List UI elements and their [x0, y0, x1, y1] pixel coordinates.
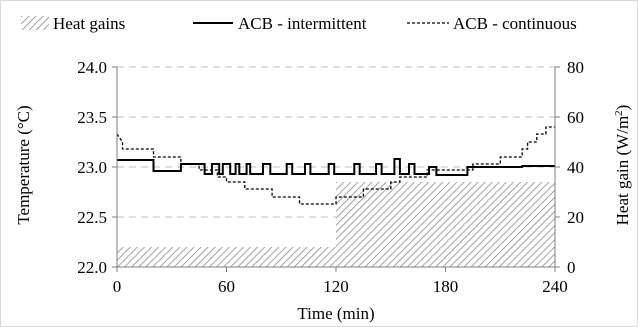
- y-left-tick-label-23.0: 23.0: [77, 158, 107, 177]
- y-axis-right-title-sup: 2: [613, 110, 625, 116]
- y-left-tick-label-24.0: 24.0: [77, 58, 107, 77]
- y-left-tick-label-22.5: 22.5: [77, 208, 107, 227]
- heat-gains-area: [117, 182, 555, 267]
- y-axis-left-title: Temperature (°C): [14, 105, 33, 224]
- y-right-tick-label-60: 60: [567, 108, 584, 127]
- x-tick-label-240: 240: [542, 277, 568, 296]
- legend-swatch-heat-gains: [21, 16, 49, 30]
- x-tick-label-0: 0: [113, 277, 122, 296]
- series-line-intermittent: [117, 158, 555, 176]
- y-axis-right-title-main: Heat gain (W/m: [613, 116, 632, 226]
- y-right-tick-label-20: 20: [567, 208, 584, 227]
- x-axis-title: Time (min): [297, 304, 374, 323]
- y-left-tick-label-23.5: 23.5: [77, 108, 107, 127]
- axes-layer: [112, 66, 560, 272]
- y-right-tick-label-0: 0: [567, 258, 576, 277]
- series-line-continuous: [116, 126, 555, 205]
- y-right-tick-label-40: 40: [567, 158, 584, 177]
- tick-labels-layer: 0 60 120 180 240 22.0 22.5 23.0 23.5 24.0 0 20 40 60 8…: [77, 58, 584, 296]
- x-tick-label-60: 60: [218, 277, 235, 296]
- x-tick-label-120: 120: [323, 277, 349, 296]
- y-right-tick-label-80: 80: [567, 58, 584, 77]
- heat-gains-area-layer: [117, 182, 555, 267]
- legend-label-heat-gains: Heat gains: [53, 14, 125, 33]
- legend-label-intermittent: ACB - intermittent: [238, 14, 367, 33]
- series-line-layer: [116, 126, 555, 205]
- y-axis-right-title-end: ): [613, 105, 632, 111]
- y-axis-right-title: Heat gain (W/m2): [613, 105, 632, 226]
- legend: Heat gains ACB - intermittent ACB - cont…: [21, 14, 577, 33]
- legend-label-continuous: ACB - continuous: [453, 14, 577, 33]
- y-left-tick-label-22.0: 22.0: [77, 258, 107, 277]
- x-tick-label-180: 180: [433, 277, 459, 296]
